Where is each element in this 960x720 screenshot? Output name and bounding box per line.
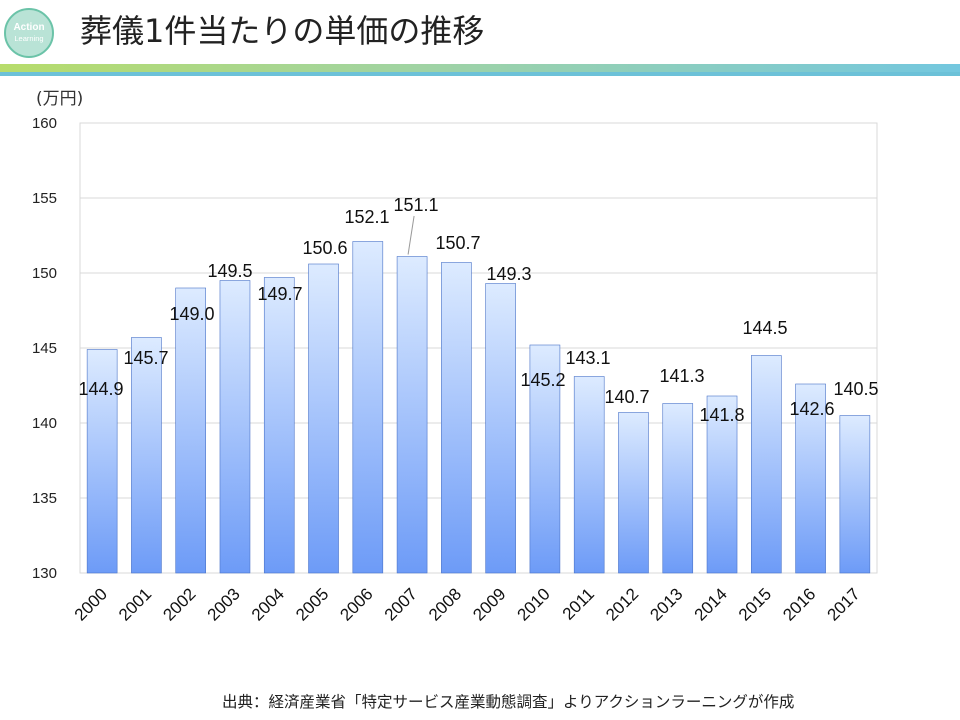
bar [662, 403, 694, 574]
source-note: 出典：経済産業省「特定サービス産業動態調査」よりアクションラーニングが作成 [222, 693, 795, 711]
bars [86, 241, 871, 574]
slide-title: 葬儀1件当たりの単価の推移 [80, 12, 485, 50]
x-tick-label: 2011 [559, 584, 598, 623]
data-label: 144.9 [78, 379, 123, 399]
bar [839, 415, 871, 574]
header-divider-accent [0, 72, 960, 76]
y-tick-label: 150 [32, 265, 57, 282]
bar [706, 395, 738, 574]
x-tick-label: 2004 [248, 584, 288, 624]
gridlines [80, 197, 877, 499]
x-tick-label: 2010 [514, 584, 554, 624]
leader-line [407, 215, 415, 255]
x-tick-label: 2013 [646, 584, 686, 624]
x-tick-label: 2009 [469, 584, 509, 624]
x-tick-label: 2008 [425, 584, 465, 624]
x-tick-label: 2007 [381, 584, 421, 624]
x-tick-label: 2012 [602, 584, 642, 624]
bar [352, 241, 384, 574]
data-label: 144.5 [742, 318, 787, 338]
action-learning-logo: Action Learning [4, 8, 54, 58]
x-tick-label: 2002 [159, 584, 199, 624]
y-tick-label: 135 [32, 490, 57, 507]
x-tick-label: 2005 [292, 584, 332, 624]
x-tick-label: 2001 [115, 584, 155, 624]
x-tick-label: 2016 [779, 584, 819, 624]
logo-text-action: Action [13, 22, 45, 34]
header-divider [0, 64, 960, 72]
y-axis-ticks: 130 135 140 145 150 155 160 [32, 115, 57, 582]
bar [86, 349, 118, 574]
data-label: 140.7 [604, 387, 649, 407]
data-label: 152.1 [344, 207, 389, 227]
bar [751, 355, 782, 574]
x-tick-label: 2014 [691, 584, 731, 624]
logo-text-learning: Learning [14, 34, 44, 44]
data-label: 141.8 [699, 405, 744, 425]
data-label: 149.7 [257, 284, 302, 304]
x-tick-label: 2003 [204, 584, 244, 624]
data-label: 151.1 [393, 195, 438, 215]
bar [396, 256, 428, 574]
bar [263, 277, 295, 574]
data-label: 149.0 [169, 304, 214, 324]
y-tick-label: 160 [32, 115, 57, 132]
bar [485, 283, 516, 574]
bar [219, 280, 251, 574]
bar [529, 344, 561, 574]
x-tick-label: 2006 [336, 584, 376, 624]
x-axis-ticks: 2000 2001 2002 2003 2004 2005 2006 2007 2008 2009… [71, 584, 864, 624]
data-label: 145.2 [520, 370, 565, 390]
y-tick-label: 140 [32, 415, 57, 432]
bar [131, 337, 162, 574]
data-label: 141.3 [659, 366, 704, 386]
x-tick-label: 2017 [824, 584, 864, 624]
data-label: 142.6 [789, 399, 834, 419]
data-label: 149.3 [486, 264, 531, 284]
data-label: 143.1 [565, 348, 610, 368]
data-label: 145.7 [123, 348, 168, 368]
x-tick-label: 2000 [71, 584, 111, 624]
y-tick-label: 155 [32, 190, 57, 207]
data-label: 150.7 [435, 233, 480, 253]
y-axis-unit-label: (万円) [36, 89, 84, 109]
bar [308, 263, 339, 574]
bar [618, 412, 649, 574]
bar [175, 287, 206, 574]
bar [795, 383, 826, 574]
y-tick-label: 130 [32, 565, 57, 582]
bar [573, 376, 605, 574]
y-tick-label: 145 [32, 340, 57, 357]
data-label: 149.5 [207, 261, 252, 281]
data-label: 150.6 [302, 238, 347, 258]
x-tick-label: 2015 [735, 584, 775, 624]
bar [441, 262, 472, 574]
data-label: 140.5 [833, 379, 878, 399]
